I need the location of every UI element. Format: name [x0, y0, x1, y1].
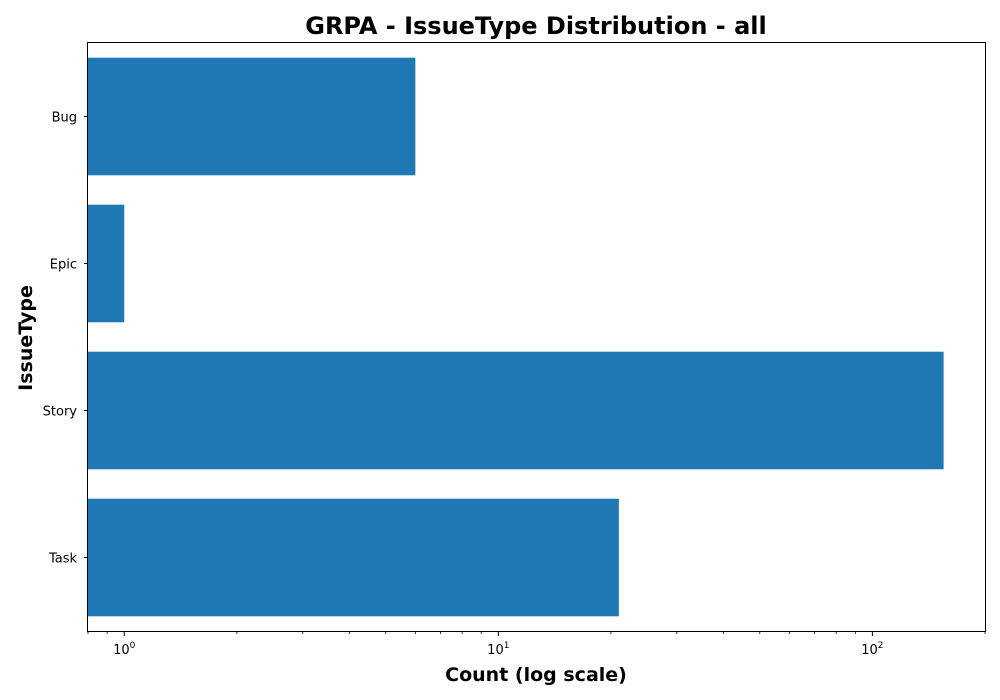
bar-bug	[88, 57, 416, 176]
plot-area: Bug Epic Story Task 100 101 102	[43, 42, 986, 658]
bar-story	[88, 351, 944, 470]
y-tick-label: Task	[48, 552, 78, 567]
x-tick-label: 102	[861, 641, 883, 658]
bars-group	[88, 57, 944, 617]
y-tick-label: Story	[43, 405, 78, 420]
y-axis-ticks: Bug Epic Story Task	[43, 111, 88, 567]
x-axis-ticks: 100 101 102	[87, 631, 986, 658]
bar-epic	[88, 204, 125, 323]
y-axis-label: IssueType	[15, 285, 37, 391]
x-tick-label: 100	[113, 641, 136, 658]
chart-title: GRPA - IssueType Distribution - all	[305, 12, 766, 40]
x-tick-label: 101	[487, 641, 509, 658]
bar-task	[88, 498, 619, 617]
y-tick-label: Bug	[52, 111, 77, 126]
y-tick-label: Epic	[50, 258, 77, 273]
x-axis-label: Count (log scale)	[445, 664, 627, 686]
plot-frame	[87, 42, 986, 632]
